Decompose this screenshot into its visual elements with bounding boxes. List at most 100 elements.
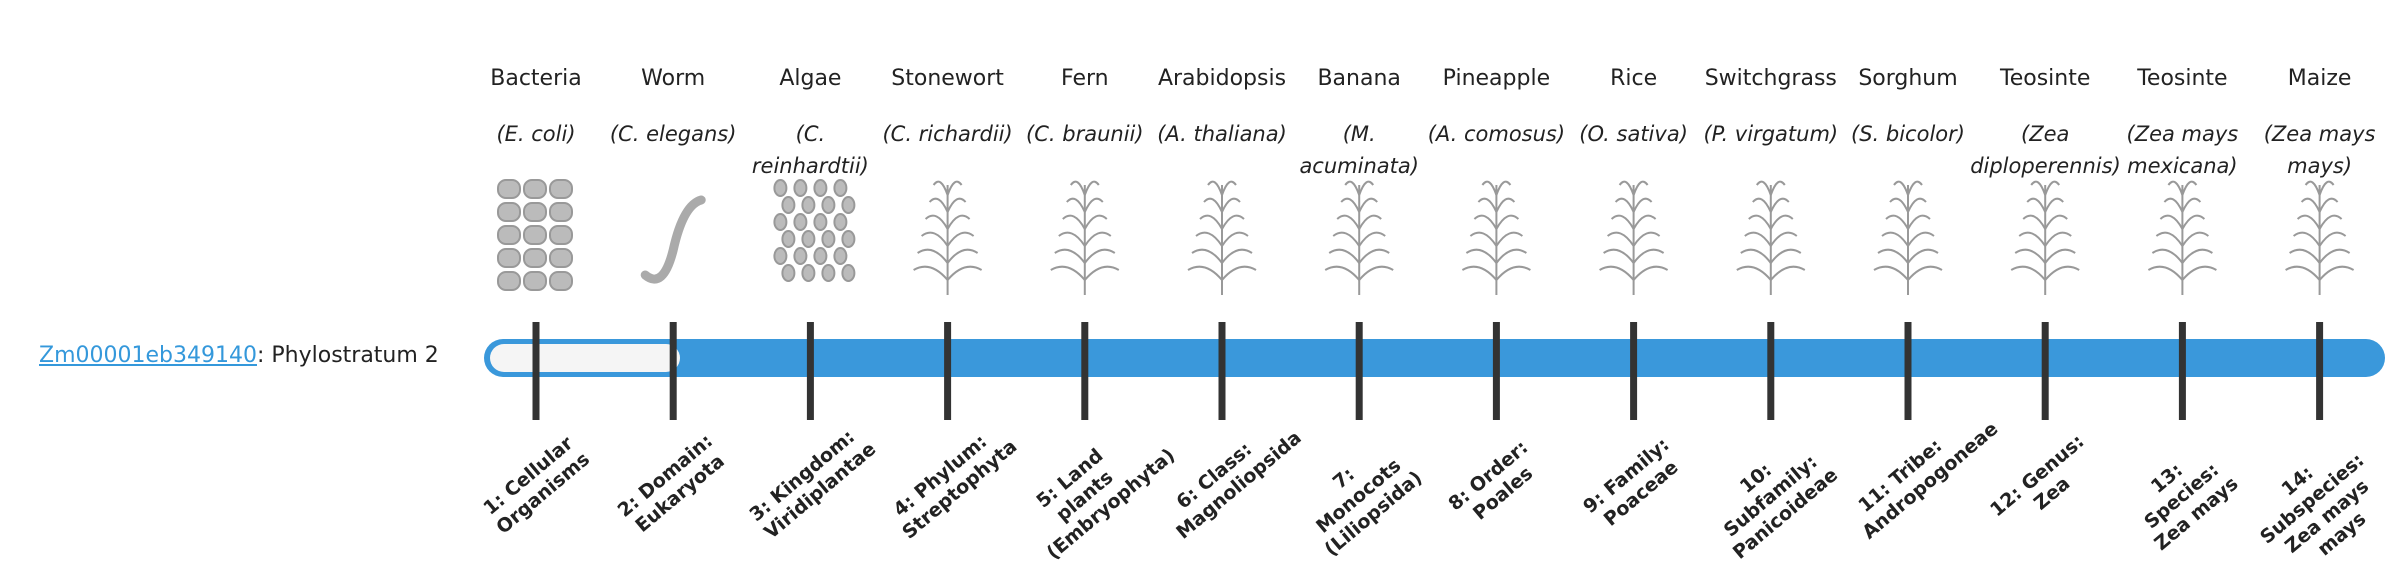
illustration-part [497,271,521,291]
organism-illustration [2010,180,2080,295]
stratum-tick [1218,322,1226,420]
organism-species: (C. richardii) [882,122,1013,146]
illustration-part [841,196,856,214]
organism-name: Stonewort [891,66,1004,91]
organism-illustration [1324,180,1394,295]
illustration-part [1907,214,1931,230]
organism-illustration [1873,180,1943,295]
organism-species: (E. coli) [496,122,576,146]
organism-illustration [2147,180,2217,295]
illustration-part [1495,197,1516,213]
illustration-part [1907,265,1943,281]
illustration-part [2010,265,2046,281]
illustration-part [1207,180,1223,196]
illustration-part [2296,214,2321,230]
illustration-part [1066,197,1086,213]
illustration-part [946,180,963,196]
organism-species: (C. braunii) [1026,122,1144,146]
organism-name: Arabidopsis [1157,66,1287,91]
illustration-part [1736,265,1772,281]
illustration-part [801,230,816,248]
organism-name: Maize [2287,66,2352,91]
illustration-part [813,213,828,231]
illustration-part [1332,231,1361,247]
organism-illustration [1187,180,1257,295]
illustration-part [1907,231,1935,247]
organism-species: (C. reinhardtii) [751,122,869,178]
illustration-part [773,179,788,197]
illustration-part [1632,214,1657,230]
illustration-part [640,195,706,284]
illustration-part [1221,231,1249,247]
illustration-part [1050,265,1086,281]
stratum-tick [669,322,677,420]
illustration-part [2167,180,2184,196]
organism-illustration [2285,180,2355,295]
illustration-part [2181,248,2213,264]
illustration-part [1770,265,1806,281]
illustration-part [920,231,949,247]
illustration-part [1748,214,1772,230]
illustration-part [813,247,828,265]
illustration-part [2163,197,2184,213]
illustration-part [793,247,808,265]
gene-link[interactable]: Zm00001eb349140 [39,343,257,368]
illustration-part [841,230,856,248]
timeline-highlight [490,344,680,372]
illustration-part [913,265,949,281]
illustration-part [1610,214,1635,230]
illustration-part [946,265,983,281]
stratum-tick [1904,322,1912,420]
illustration-part [1340,197,1361,213]
illustration-part [928,197,949,213]
organism-species: (Zea mays mays) [2263,122,2376,178]
illustration-part [1495,214,1520,230]
illustration-part [2300,197,2321,213]
organism-name: Fern [1061,66,1109,91]
illustration-part [2030,180,2047,196]
illustration-part [781,196,796,214]
illustration-part [793,213,808,231]
organism-species: (P. virgatum) [1703,122,1839,146]
illustration-part [2181,214,2206,230]
illustration-part [523,271,547,291]
illustration-part [801,196,816,214]
illustration-part [2318,231,2347,247]
illustration-part [1632,180,1649,196]
illustration-part [2044,180,2061,196]
illustration-part [1083,180,1100,196]
illustration-part [2181,231,2210,247]
illustration-part [1465,248,1498,264]
illustration-part [781,230,796,248]
illustration-part [1358,214,1382,230]
timeline-track [484,339,2385,377]
organism-species: (O. sativa) [1579,122,1688,146]
organism-name: Banana [1317,66,1401,91]
illustration-part [1324,265,1360,281]
illustration-part [1632,248,1665,264]
illustration-part [2292,231,2321,247]
illustration-part [1618,180,1635,196]
illustration-part [1083,197,1104,213]
illustration-part [1221,265,1257,281]
illustration-part [1084,248,1116,264]
illustration-part [833,247,848,265]
organism-name: Sorghum [1858,66,1958,91]
illustration-part [2022,214,2047,230]
illustration-part [1221,197,1241,213]
illustration-part [1495,265,1531,281]
illustration-part [2181,180,2198,196]
stratum-tick [2316,322,2324,420]
illustration-part [1187,265,1223,281]
illustration-part [523,179,547,199]
illustration-part [2044,231,2072,247]
stratum-tick [1767,322,1775,420]
illustration-part [2014,248,2046,264]
illustration-part [1632,265,1669,281]
illustration-part [2044,248,2076,264]
illustration-part [1495,180,1512,196]
illustration-part [1199,214,1223,230]
illustration-part [946,197,967,213]
organism-name: Bacteria [490,66,582,91]
